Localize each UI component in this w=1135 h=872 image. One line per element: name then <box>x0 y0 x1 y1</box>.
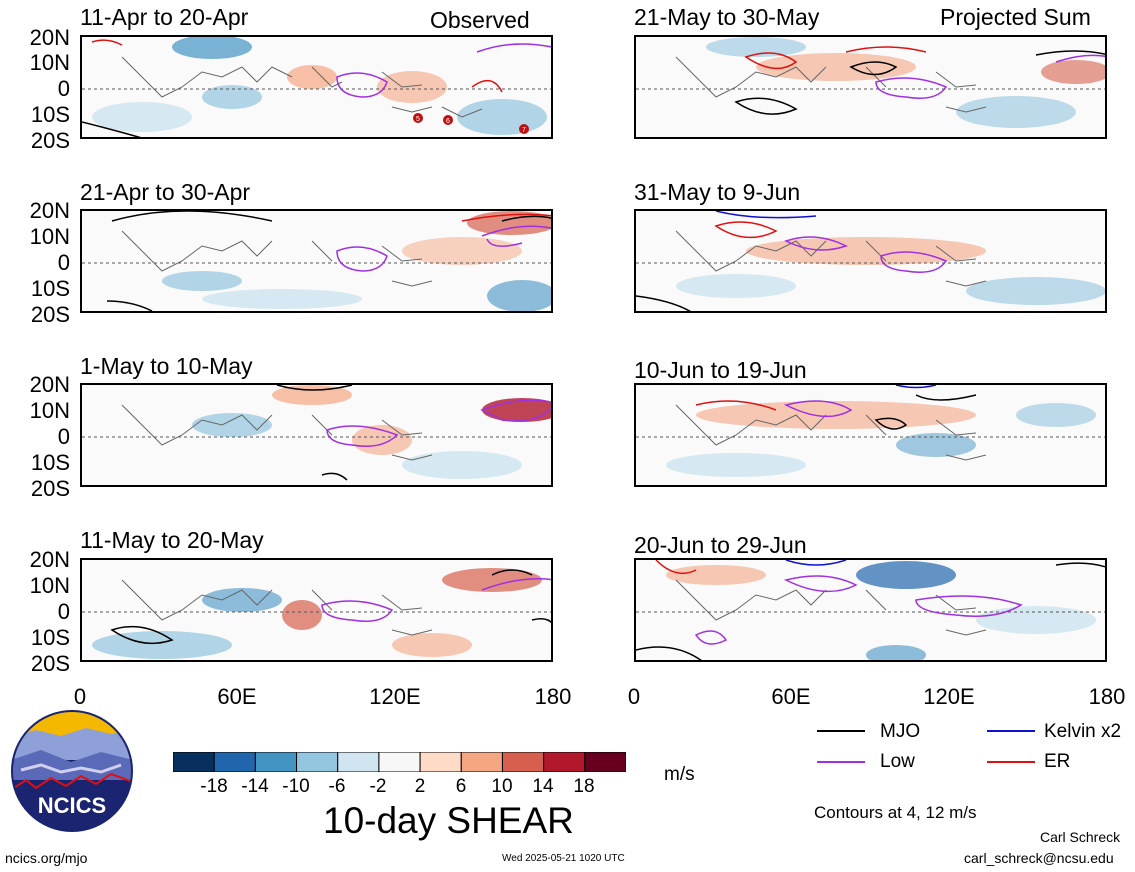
panel-title-right-3: 10-Jun to 19-Jun <box>634 357 807 383</box>
colorbar-title: 10-day SHEAR <box>323 800 574 841</box>
legend-er-line <box>987 761 1035 763</box>
colorbar-segment <box>254 751 298 773</box>
ncics-logo: NCICS <box>11 710 133 832</box>
panel-title-right-1: 21-May to 30-May <box>634 4 820 30</box>
map-panel-right-4 <box>634 558 1107 662</box>
lat-label: 20N <box>29 25 70 50</box>
colorbar-tick: -14 <box>241 776 269 797</box>
lat-label: 20S <box>30 651 70 676</box>
lon-label: 60E <box>771 684 811 709</box>
legend-mjo-line <box>817 730 865 732</box>
lat-label: 10N <box>29 573 70 598</box>
lon-label: 0 <box>73 684 87 709</box>
colorbar-segment <box>543 751 586 773</box>
panel-title-right-4: 20-Jun to 29-Jun <box>634 532 807 558</box>
lat-label: 20S <box>30 476 70 501</box>
colorbar-segment <box>296 751 339 773</box>
lat-label: 0 <box>57 250 70 275</box>
panel-title-left-1: 11-Apr to 20-Apr <box>80 4 249 30</box>
projected-sum-label: Projected Sum <box>940 4 1091 30</box>
colorbar-tick: -10 <box>282 776 310 797</box>
lat-label: 10S <box>30 276 70 301</box>
lat-label: 10N <box>29 398 70 423</box>
lat-label: 0 <box>57 76 70 101</box>
colorbar-segment <box>172 751 215 773</box>
colorbar-tick: 2 <box>414 776 426 797</box>
lon-label: 120E <box>923 684 975 709</box>
colorbar-segment <box>460 751 503 773</box>
map-panel-right-2 <box>634 209 1107 313</box>
panel-title-left-4: 11-May to 20-May <box>80 527 264 553</box>
map-panel-left-3 <box>80 383 553 487</box>
colorbar-segment <box>584 751 627 773</box>
map-panel-left-2 <box>80 209 553 313</box>
map-panel-left-1: 5 6 7 <box>80 35 553 139</box>
lon-label: 180 <box>1088 684 1126 709</box>
storm-marker: 7 <box>522 127 526 134</box>
lat-label: 10N <box>29 224 70 249</box>
colorbar-segment <box>378 751 421 773</box>
panel-title-right-2: 31-May to 9-Jun <box>634 179 801 205</box>
colorbar-segment <box>501 751 545 773</box>
colorbar <box>172 751 627 773</box>
colorbar-tick: 14 <box>532 776 554 797</box>
legend-kelvin-label: Kelvin x2 <box>1044 721 1122 742</box>
storm-marker: 5 <box>416 116 420 123</box>
colorbar-tick: 10 <box>491 776 513 797</box>
lat-label: 20S <box>30 128 70 153</box>
lon-label: 180 <box>534 684 572 709</box>
legend-low-label: Low <box>880 751 915 772</box>
colorbar-tick: -2 <box>369 776 387 797</box>
colorbar-units: m/s <box>664 764 695 785</box>
legend-low-line <box>817 761 865 763</box>
observed-label: Observed <box>430 7 530 33</box>
logo-text: NCICS <box>38 793 106 818</box>
contours-note: Contours at 4, 12 m/s <box>814 803 977 822</box>
panel-title-left-2: 21-Apr to 30-Apr <box>80 179 251 205</box>
map-panel-right-3 <box>634 383 1107 487</box>
colorbar-tick: -6 <box>328 776 346 797</box>
footer-timestamp: Wed 2025-05-21 1020 UTC <box>502 853 625 864</box>
colorbar-tick: 6 <box>455 776 467 797</box>
lat-label: 0 <box>57 424 70 449</box>
lat-label: 10S <box>30 102 70 127</box>
lat-label: 10S <box>30 450 70 475</box>
footer-url: ncics.org/mjo <box>5 850 88 866</box>
lat-label: 10N <box>29 50 70 75</box>
colorbar-segment <box>337 751 380 773</box>
footer-author: Carl Schreck <box>1040 829 1121 845</box>
lat-label: 10S <box>30 625 70 650</box>
lat-label: 20S <box>30 302 70 327</box>
footer-email: carl_schreck@ncsu.edu <box>964 850 1114 866</box>
lat-label: 20N <box>29 372 70 397</box>
lat-label: 20N <box>29 547 70 572</box>
panel-title-left-3: 1-May to 10-May <box>80 353 253 379</box>
lon-label: 60E <box>217 684 257 709</box>
map-panel-left-4 <box>80 558 553 662</box>
lon-label: 0 <box>627 684 641 709</box>
storm-marker: 6 <box>446 118 450 125</box>
colorbar-tick: 18 <box>573 776 595 797</box>
legend-mjo-label: MJO <box>880 721 921 742</box>
lat-label: 0 <box>57 599 70 624</box>
colorbar-segment <box>419 751 462 773</box>
colorbar-tick: -18 <box>200 776 228 797</box>
lon-label: 120E <box>369 684 421 709</box>
legend-kelvin-line <box>987 730 1035 732</box>
legend-er-label: ER <box>1044 751 1071 772</box>
map-panel-right-1 <box>634 35 1107 139</box>
colorbar-segment <box>213 751 256 773</box>
lat-label: 20N <box>29 198 70 223</box>
